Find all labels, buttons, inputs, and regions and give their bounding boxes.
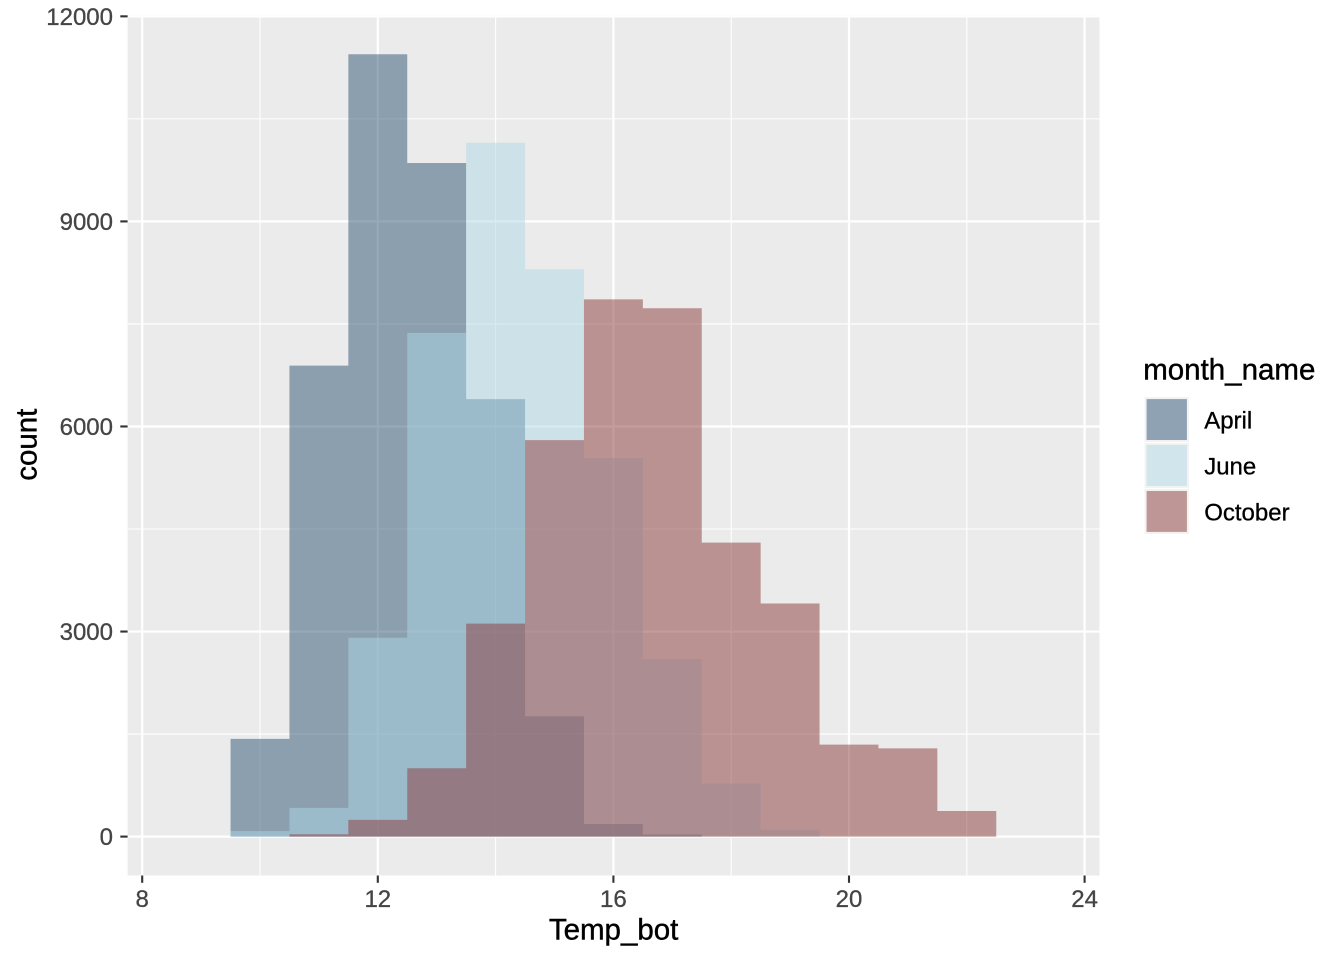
svg-text:Temp_bot: Temp_bot: [549, 914, 679, 947]
svg-text:October: October: [1204, 500, 1289, 527]
svg-text:20: 20: [836, 886, 863, 913]
svg-text:8: 8: [136, 886, 149, 913]
svg-text:9000: 9000: [60, 209, 113, 236]
svg-text:16: 16: [600, 886, 627, 913]
svg-text:count: count: [10, 409, 43, 481]
svg-text:month_name: month_name: [1143, 354, 1315, 387]
svg-text:12: 12: [364, 886, 391, 913]
svg-text:3000: 3000: [60, 619, 113, 646]
svg-text:0: 0: [100, 824, 113, 851]
svg-text:April: April: [1204, 408, 1252, 435]
svg-text:6000: 6000: [60, 414, 113, 441]
svg-text:24: 24: [1071, 886, 1098, 913]
svg-text:12000: 12000: [46, 4, 113, 31]
svg-text:June: June: [1204, 454, 1256, 481]
